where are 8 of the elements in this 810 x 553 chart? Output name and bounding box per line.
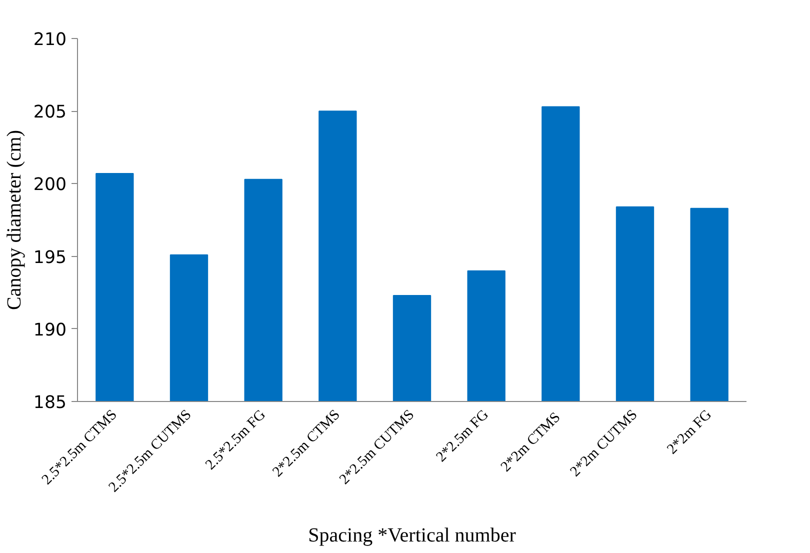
y-tick-label: 190 [33,320,67,340]
y-tick-label: 210 [33,30,67,50]
y-tick-label: 195 [33,248,67,268]
y-tick-label: 200 [33,175,67,196]
y-tick-label: 205 [33,102,67,123]
y-axis-title: Canopy diameter (cm) [3,130,26,310]
y-tick-label: 185 [33,393,67,413]
x-axis-title: Spacing *Vertical number [308,524,516,546]
